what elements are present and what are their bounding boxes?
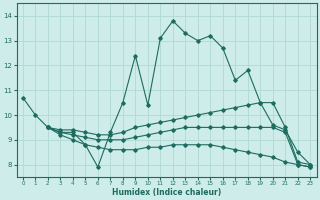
X-axis label: Humidex (Indice chaleur): Humidex (Indice chaleur) [112,188,221,197]
